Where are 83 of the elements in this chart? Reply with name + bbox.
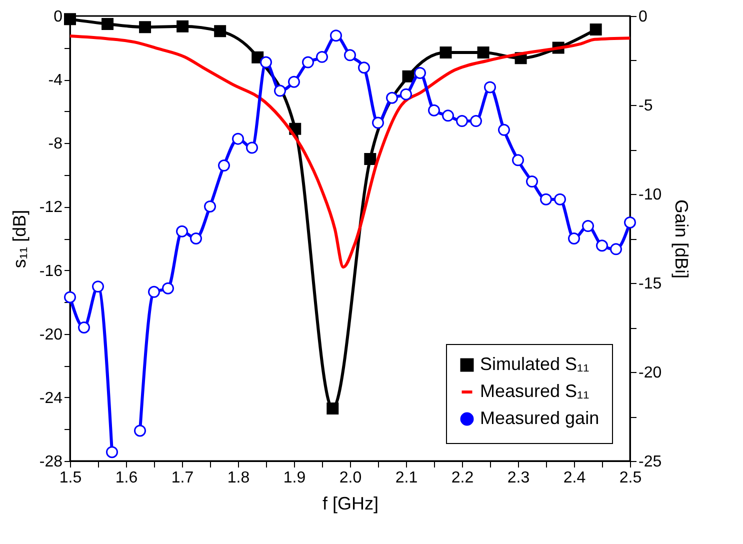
point [288, 76, 300, 88]
x-tick-label: 2.0 [339, 470, 362, 486]
y-axis-title: s₁₁ [dB] [9, 210, 30, 268]
point [232, 132, 244, 145]
point [302, 56, 314, 68]
x-tick-label: 2.2 [451, 470, 474, 486]
y2-axis-title: Gain [dBi] [672, 199, 692, 279]
y2-tick-label: 0 [638, 8, 648, 26]
y-tick-label: -24 [39, 390, 63, 407]
point [590, 24, 602, 36]
y-tick-label: -8 [48, 136, 63, 153]
point [624, 216, 636, 228]
point [106, 446, 118, 458]
point [176, 20, 189, 32]
y-tick-label: -28 [39, 454, 63, 470]
y2-tick-label: -15 [638, 276, 662, 292]
point [596, 240, 608, 252]
x-tick-label: 2.1 [395, 470, 418, 486]
point [274, 84, 286, 97]
point [204, 200, 216, 212]
point [414, 66, 426, 79]
point [484, 81, 496, 94]
point [92, 280, 104, 293]
point [386, 92, 398, 104]
point [64, 291, 76, 304]
x-tick-label: 1.5 [59, 470, 82, 486]
point [162, 282, 174, 294]
y2-tick-label: -25 [638, 454, 662, 470]
point [246, 142, 258, 154]
point [148, 286, 160, 298]
x-axis-title: f [GHz] [322, 494, 379, 514]
point [470, 115, 482, 128]
x-tick-label: 1.9 [283, 470, 306, 486]
point [440, 46, 452, 59]
point [214, 25, 226, 38]
point [456, 115, 468, 128]
line-series [68, 34, 632, 269]
point [102, 18, 114, 30]
x-tick-label: 2.5 [619, 470, 642, 486]
legend-label: Measured S₁₁ [480, 381, 590, 401]
y2-tick-label: -5 [638, 98, 653, 114]
y2-tick-label: -20 [638, 364, 662, 382]
point [344, 49, 356, 62]
point [554, 193, 566, 206]
point [176, 225, 188, 238]
point [372, 116, 384, 129]
point [402, 70, 414, 82]
point [477, 46, 490, 59]
point [134, 424, 146, 437]
x-tick-label: 1.8 [227, 470, 250, 486]
point [512, 154, 524, 166]
x-tick-label: 2.4 [563, 470, 586, 486]
x-tick-label: 1.7 [171, 470, 194, 486]
point [364, 153, 376, 166]
point [260, 56, 272, 68]
point [442, 110, 454, 122]
point [139, 21, 152, 34]
point [190, 232, 202, 244]
point [64, 13, 76, 26]
y-tick-label: -4 [48, 72, 63, 90]
y-tick-label: -16 [39, 262, 63, 280]
y-tick-label: -12 [39, 199, 63, 216]
point [610, 243, 622, 256]
point [540, 193, 552, 206]
point [326, 402, 339, 415]
y2-tick-label: -10 [638, 186, 662, 204]
point [526, 176, 538, 188]
point [330, 30, 342, 42]
legend-label: Simulated S₁₁ [480, 354, 590, 374]
point [498, 124, 510, 136]
point [358, 62, 370, 74]
y-tick-label: 0 [54, 8, 63, 26]
point [316, 50, 328, 63]
point [400, 88, 412, 100]
point [582, 220, 594, 232]
legend-label: Measured gain [480, 408, 600, 428]
point [78, 322, 90, 334]
point [568, 232, 580, 244]
y-tick-label: -20 [39, 326, 63, 344]
x-tick-label: 2.3 [507, 470, 530, 486]
point [428, 104, 440, 116]
x-tick-label: 1.6 [115, 470, 138, 486]
point [218, 160, 230, 172]
